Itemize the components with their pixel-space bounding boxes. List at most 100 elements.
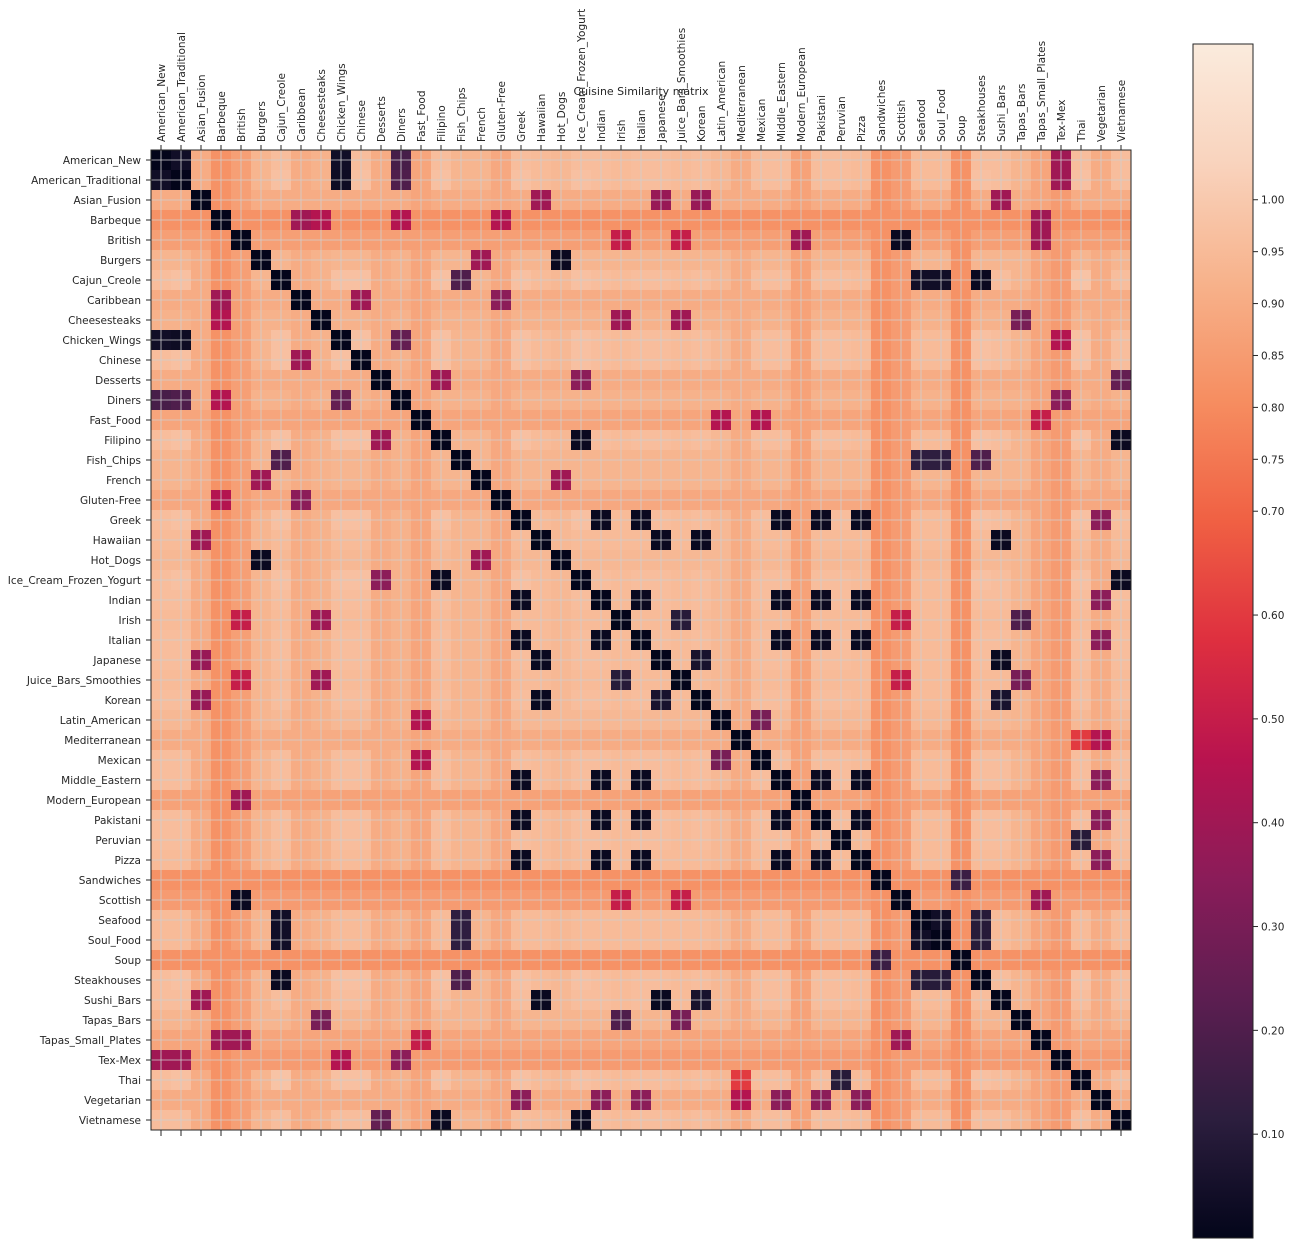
x-tick-label: Hawaiian xyxy=(536,94,548,142)
y-tick-label: Soul_Food xyxy=(88,935,141,947)
x-tick-label: Sushi_Bars xyxy=(996,85,1008,142)
y-tick-label: Ice_Cream_Frozen_Yogurt xyxy=(8,575,141,587)
y-tick-label: Tex-Mex xyxy=(98,1055,141,1067)
x-tick-label: Burgers xyxy=(256,101,268,142)
x-tick-label: Fast_Food xyxy=(416,90,428,142)
y-tick-label: Pizza xyxy=(115,855,141,867)
bottom-axis-ticks xyxy=(160,1130,1122,1136)
y-tick-label: Desserts xyxy=(95,375,141,387)
x-tick-label: Barbeque xyxy=(216,91,228,142)
y-axis: American_New American_Traditional Asian_Fu… xyxy=(8,155,151,1127)
x-tick-label: Chicken_Wings xyxy=(336,63,348,142)
y-tick-label: Cajun_Creole xyxy=(72,275,141,287)
y-tick-label: Sushi_Bars xyxy=(84,995,141,1007)
colorbar-tick-label: 0.85 xyxy=(1261,350,1284,362)
x-tick-label: Italian xyxy=(636,109,648,142)
x-tick-label: Sandwiches xyxy=(876,80,888,142)
y-tick-label: Korean xyxy=(105,695,141,707)
colorbar-tick-label: 0.40 xyxy=(1261,818,1284,830)
colorbar-tick-label: 0.95 xyxy=(1261,247,1284,259)
y-tick-label: Filipino xyxy=(104,435,141,447)
y-tick-label: Irish xyxy=(119,615,141,627)
y-tick-label: American_New xyxy=(63,155,142,167)
y-tick-label: Cheesesteaks xyxy=(68,315,141,327)
x-tick-label: Modern_European xyxy=(796,47,808,142)
x-tick-label: Juice_Bars_Smoothies xyxy=(676,28,688,143)
x-tick-label: Soul_Food xyxy=(936,89,948,142)
x-tick-label: Asian_Fusion xyxy=(196,75,208,143)
x-tick-label: Caribbean xyxy=(296,88,308,142)
x-tick-label: Vegetarian xyxy=(1096,85,1108,142)
y-tick-label: Soup xyxy=(115,955,142,967)
x-tick-label: American_New xyxy=(156,63,168,142)
x-tick-label: Fish_Chips xyxy=(456,87,468,142)
colorbar-tick-label: 0.70 xyxy=(1261,506,1284,518)
colorbar-axis: 0.10 0.20 0.30 0.40 0.50 0.60 0.70 0.75 0.80 0.85… xyxy=(1253,195,1284,1141)
x-tick-label: Chinese xyxy=(356,100,368,142)
y-tick-label: Vietnamese xyxy=(79,1115,141,1127)
y-tick-label: American_Traditional xyxy=(31,175,141,187)
colorbar-tick-label: 0.10 xyxy=(1261,1129,1284,1141)
y-tick-label: Asian_Fusion xyxy=(74,195,142,207)
y-tick-label: Caribbean xyxy=(87,295,141,307)
x-tick-label: Pakistani xyxy=(816,95,828,142)
y-tick-label: Greek xyxy=(110,515,142,527)
chart-title: Cuisine Similarity matrix xyxy=(573,85,709,98)
y-tick-label: Latin_American xyxy=(60,715,141,727)
x-tick-label: Seafood xyxy=(916,99,928,142)
colorbar-tick-label: 0.60 xyxy=(1261,610,1284,622)
y-tick-label: Hawaiian xyxy=(93,535,141,547)
x-tick-label: Middle_Eastern xyxy=(776,62,788,142)
x-tick-label: Indian xyxy=(596,110,608,142)
colorbar-tick-label: 1.00 xyxy=(1261,195,1284,207)
y-tick-label: Gluten-Free xyxy=(80,495,141,507)
x-tick-label: British xyxy=(236,108,248,142)
y-tick-label: Chicken_Wings xyxy=(62,335,141,347)
y-tick-label: Mediterranean xyxy=(64,735,141,747)
x-tick-label: Thai xyxy=(1076,120,1088,143)
y-tick-label: Juice_Bars_Smoothies xyxy=(26,675,141,687)
x-tick-label: Cajun_Creole xyxy=(276,73,288,142)
y-tick-label: Mexican xyxy=(98,755,141,767)
x-tick-label: Mediterranean xyxy=(736,65,748,142)
heatmap-grid xyxy=(151,150,1131,1130)
x-tick-label: Gluten-Free xyxy=(496,81,508,142)
colorbar-tick-label: 0.20 xyxy=(1261,1025,1284,1037)
y-tick-label: Modern_European xyxy=(46,795,141,807)
y-tick-label: Scottish xyxy=(99,895,141,907)
y-tick-label: Diners xyxy=(107,395,141,407)
x-tick-label: Scottish xyxy=(896,100,908,142)
colorbar-tick-label: 0.30 xyxy=(1261,922,1284,934)
x-tick-label: Diners xyxy=(396,108,408,142)
x-tick-label: Filipino xyxy=(436,105,448,142)
y-tick-label: Chinese xyxy=(99,355,141,367)
y-tick-label: British xyxy=(107,235,141,247)
y-tick-label: Thai xyxy=(118,1075,141,1087)
x-tick-label: Pizza xyxy=(856,116,868,142)
colorbar xyxy=(1192,43,1254,1239)
x-tick-label: Tex-Mex xyxy=(1056,100,1068,143)
x-tick-label: Latin_American xyxy=(716,61,728,142)
colorbar-tick-label: 0.80 xyxy=(1261,402,1284,414)
x-tick-label: Steakhouses xyxy=(976,75,988,142)
colorbar-tick-label: 0.50 xyxy=(1261,714,1284,726)
colorbar-tick-label: 0.75 xyxy=(1261,454,1284,466)
y-tick-label: Indian xyxy=(109,595,141,607)
y-tick-label: Fast_Food xyxy=(89,415,141,427)
colorbar-tick-label: 0.90 xyxy=(1261,299,1284,311)
x-tick-label: Desserts xyxy=(376,96,388,142)
x-tick-label: Ice_Cream_Frozen_Yogurt xyxy=(576,9,588,142)
x-axis: American_New American_Traditional Asian_Fu… xyxy=(156,9,1128,150)
y-tick-label: Steakhouses xyxy=(74,975,141,987)
y-tick-label: Vegetarian xyxy=(84,1095,141,1107)
x-tick-label: Peruvian xyxy=(836,96,848,142)
y-tick-label: French xyxy=(106,475,141,487)
x-tick-label: Soup xyxy=(956,115,968,142)
y-tick-label: Tapas_Small_Plates xyxy=(39,1035,141,1047)
y-tick-label: Seafood xyxy=(98,915,141,927)
x-tick-label: American_Traditional xyxy=(176,32,188,142)
x-tick-label: Tapas_Small_Plates xyxy=(1036,41,1048,143)
x-tick-label: Mexican xyxy=(756,99,768,142)
y-tick-label: Hot_Dogs xyxy=(91,555,141,567)
